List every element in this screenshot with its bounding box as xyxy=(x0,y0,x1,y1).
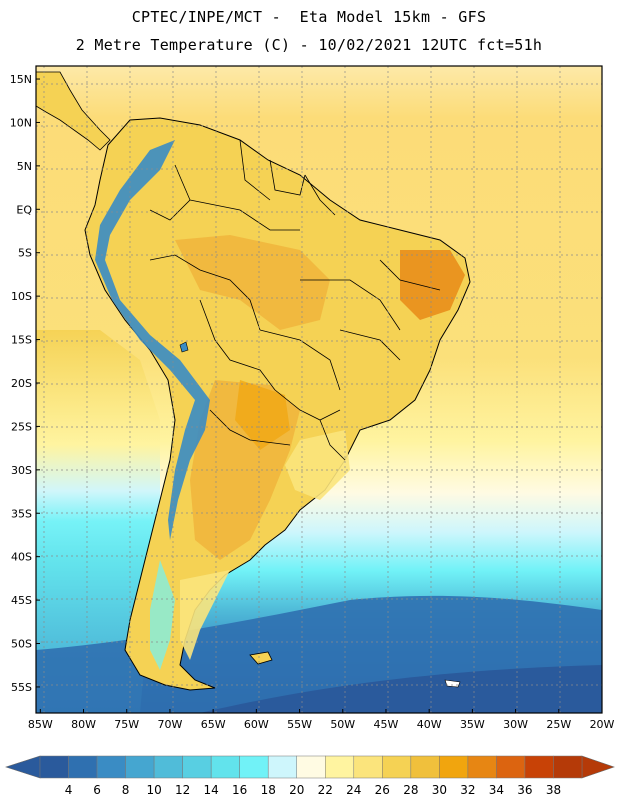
map-frame xyxy=(35,65,603,714)
colorbar-swatch xyxy=(267,755,297,779)
lat-tick-label: 30S xyxy=(11,464,32,477)
colorbar-swatch xyxy=(496,755,526,779)
central-america xyxy=(36,71,111,151)
lat-tick-label: 40S xyxy=(11,551,32,564)
colorbar-max-arrow xyxy=(581,755,615,779)
patagonia xyxy=(180,570,230,660)
temperature-map: 15N 10N 5N EQ 5S 10S 15S 20S 25S 30S 35S 40S 45S 50S 5… xyxy=(10,65,615,728)
lon-tick-label: 70W xyxy=(158,718,183,728)
lat-tick-label: 5S xyxy=(18,247,32,260)
country-borders xyxy=(149,139,441,461)
colorbar-swatch xyxy=(325,755,355,779)
colorbar-label: 28 xyxy=(403,783,418,797)
colorbar-label: 38 xyxy=(546,783,561,797)
latitude-labels: 15N 10N 5N EQ 5S 10S 15S 20S 25S 30S 35S 40S 45S 50S 5… xyxy=(10,73,40,694)
colorbar-swatch xyxy=(96,755,126,779)
colorbar-label: 18 xyxy=(261,783,276,797)
lat-tick-label: 10N xyxy=(10,116,32,129)
lat-tick-label: 55S xyxy=(11,681,32,694)
colorbar-swatch xyxy=(239,755,269,779)
colorbar-label: 6 xyxy=(93,783,101,797)
colorbar-swatch xyxy=(182,755,212,779)
colorbar-swatch xyxy=(467,755,497,779)
lon-tick-label: 80W xyxy=(71,718,96,728)
lon-tick-label: 25W xyxy=(546,718,571,728)
map-title-line-1: CPTEC/INPE/MCT - Eta Model 15km - GFS xyxy=(131,8,487,26)
colorbar-swatch xyxy=(125,755,155,779)
colorbar-swatch xyxy=(353,755,383,779)
lon-tick-label: 20W xyxy=(590,718,615,728)
lat-tick-label: EQ xyxy=(16,203,32,216)
lon-tick-label: 30W xyxy=(503,718,528,728)
colorbar-label: 14 xyxy=(204,783,219,797)
hot-region-northeast xyxy=(400,250,465,320)
color-legend: 4 6 8 10 12 14 16 18 20 22 24 26 28 30 32 34 36 38 xyxy=(5,755,615,797)
lon-tick-label: 60W xyxy=(244,718,269,728)
hot-region-gran-chaco xyxy=(235,380,290,450)
mild-region-uruguay xyxy=(285,430,350,500)
lat-tick-label: 45S xyxy=(11,594,32,607)
map-title-line-2: 2 Metre Temperature (C) - 10/02/2021 12U… xyxy=(75,36,543,54)
lat-tick-label: 15S xyxy=(11,334,32,347)
lat-tick-label: 35S xyxy=(11,507,32,520)
lat-tick-label: 10S xyxy=(11,290,32,303)
lon-tick-label: 35W xyxy=(460,718,485,728)
lon-tick-label: 75W xyxy=(114,718,139,728)
colorbar-swatch xyxy=(210,755,240,779)
lat-tick-label: 5N xyxy=(17,160,32,173)
colorbar-label: 24 xyxy=(346,783,361,797)
southern-ocean-deep xyxy=(200,665,602,713)
lon-tick-label: 85W xyxy=(28,718,53,728)
colorbar-label: 22 xyxy=(318,783,333,797)
pacific-cool-band xyxy=(36,330,160,713)
lon-tick-label: 65W xyxy=(201,718,226,728)
colorbar-label: 20 xyxy=(289,783,304,797)
colorbar-swatch xyxy=(524,755,554,779)
colorbar-label: 12 xyxy=(175,783,190,797)
colorbar-swatch xyxy=(296,755,326,779)
lon-tick-label: 40W xyxy=(417,718,442,728)
colorbar-swatch xyxy=(410,755,440,779)
colorbar-swatch xyxy=(439,755,469,779)
andes-cold-spine xyxy=(95,140,210,540)
hot-region-north xyxy=(175,235,330,330)
colorbar-label: 36 xyxy=(517,783,532,797)
lat-tick-label: 20S xyxy=(11,377,32,390)
colorbar-label: 16 xyxy=(232,783,247,797)
colorbar-swatch xyxy=(382,755,412,779)
colorbar-swatch xyxy=(153,755,183,779)
falkland-islands xyxy=(249,651,273,665)
lat-tick-label: 15N xyxy=(10,73,32,86)
lon-tick-label: 55W xyxy=(287,718,312,728)
lat-tick-label: 25S xyxy=(11,420,32,433)
andes-cool-fringe xyxy=(150,560,175,670)
lat-tick-label: 50S xyxy=(11,638,32,651)
lake-titicaca xyxy=(179,341,189,353)
colorbar-label: 8 xyxy=(122,783,130,797)
lon-tick-label: 50W xyxy=(330,718,355,728)
colorbar-min-arrow xyxy=(5,755,41,779)
colorbar-label: 30 xyxy=(432,783,447,797)
colorbar-swatch xyxy=(39,755,69,779)
colorbar-label: 32 xyxy=(460,783,475,797)
colorbar-swatch xyxy=(553,755,583,779)
colorbar-label: 34 xyxy=(489,783,504,797)
colorbar-label: 10 xyxy=(146,783,161,797)
longitude-labels: 85W 80W 75W 70W 65W 60W 55W 50W 45W 40W 35W 30W 25W 2… xyxy=(28,709,615,728)
lon-tick-label: 45W xyxy=(374,718,399,728)
colorbar-label: 4 xyxy=(65,783,73,797)
graticule xyxy=(36,66,602,713)
colorbar-swatch xyxy=(68,755,98,779)
colorbar-label: 26 xyxy=(375,783,390,797)
